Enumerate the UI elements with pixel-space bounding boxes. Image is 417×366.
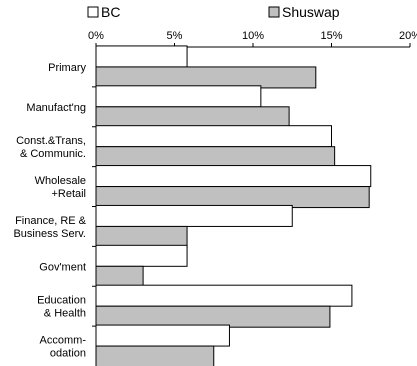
- bar-bc-4: [95, 204, 293, 227]
- bar-shuswap-3: [95, 186, 370, 209]
- legend-swatch-shuswap: [268, 6, 280, 18]
- x-tick-label-2: 10%: [242, 30, 264, 42]
- bar-bc-5: [95, 244, 188, 267]
- bar-shuswap-1: [95, 106, 290, 129]
- category-label-1: Manufact'ng: [26, 102, 86, 114]
- bar-bc-7: [95, 324, 230, 347]
- category-label-4: Finance, RE & Business Serv.: [13, 215, 86, 240]
- legend: BC Shuswap: [87, 4, 340, 20]
- x-tick-label-3: 15%: [320, 30, 342, 42]
- legend-swatch-bc: [87, 6, 99, 18]
- bars: [95, 45, 372, 366]
- category-label-7: Accomm-odation: [40, 335, 87, 360]
- bar-bc-1: [95, 85, 262, 108]
- bar-shuswap-5: [95, 265, 144, 288]
- category-label-5: Gov'ment: [39, 261, 86, 273]
- category-label-0: Primary: [48, 62, 86, 74]
- bar-shuswap-7: [95, 345, 215, 366]
- legend-label-shuswap: Shuswap: [282, 4, 340, 20]
- bar-bc-0: [95, 45, 188, 68]
- legend-label-bc: BC: [101, 4, 120, 20]
- category-label-6: Education & Health: [37, 295, 86, 320]
- bar-shuswap-0: [95, 66, 317, 89]
- x-tick-label-0: 0%: [88, 30, 104, 42]
- category-labels: Primary Manufact'ng Const.&Trans, & Communi…: [13, 62, 86, 360]
- bar-shuswap-6: [95, 305, 331, 328]
- category-label-2: Const.&Trans, & Communic.: [16, 135, 86, 160]
- bar-shuswap-4: [95, 225, 188, 248]
- category-label-3: Wholesale +Retail: [35, 175, 86, 200]
- bar-bc-3: [95, 165, 372, 188]
- y-axis: [92, 47, 97, 366]
- bar-bc-6: [95, 284, 353, 307]
- x-tick-label-1: 5%: [167, 30, 183, 42]
- bar-bc-2: [95, 125, 332, 148]
- x-axis: 0% 5% 10% 15% 20%: [88, 30, 417, 48]
- bar-shuswap-2: [95, 146, 336, 169]
- x-tick-label-4: 20%: [399, 30, 417, 42]
